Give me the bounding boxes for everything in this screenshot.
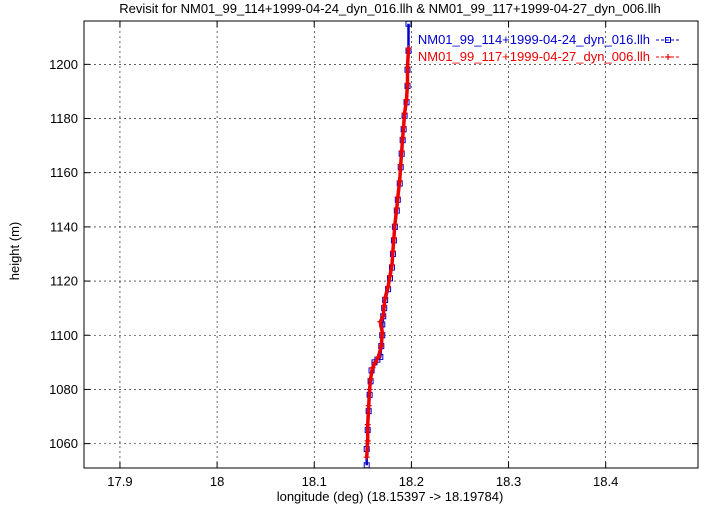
x-tick-label: 18.2 <box>399 474 424 489</box>
x-tick-label: 18.3 <box>496 474 521 489</box>
data-point <box>380 313 387 320</box>
y-tick-label: 1180 <box>50 111 78 126</box>
data-point <box>396 177 403 184</box>
data-point <box>403 96 410 103</box>
data-point <box>390 234 397 241</box>
legend-label: NM01_99_114+1999-04-24_dyn_016.llh <box>418 32 650 47</box>
legend-marker <box>665 54 671 60</box>
y-tick-label: 1100 <box>50 328 78 343</box>
data-point <box>404 80 411 87</box>
data-point <box>398 148 405 155</box>
x-tick-label: 18 <box>210 474 224 489</box>
y-tick-label: 1140 <box>50 219 78 234</box>
data-point <box>389 248 396 255</box>
legend-label: NM01_99_117+1999-04-27_dyn_006.llh <box>418 49 650 64</box>
data-point <box>401 110 408 117</box>
data-point <box>378 343 385 350</box>
data-point <box>404 64 411 71</box>
y-tick-label: 1080 <box>49 382 78 397</box>
x-tick-label: 18.1 <box>302 474 327 489</box>
chart-title: Revisit for NM01_99_114+1999-04-24_dyn_0… <box>119 1 661 16</box>
data-point <box>385 283 392 290</box>
data-point <box>372 359 379 366</box>
data-point <box>377 318 384 325</box>
data-point <box>364 437 371 444</box>
y-tick-label: 1120 <box>50 274 78 289</box>
series-group <box>363 20 412 469</box>
x-axis-title: longitude (deg) (18.15397 -> 18.19784) <box>277 489 504 504</box>
data-point <box>364 421 371 428</box>
y-axis-title: height (m) <box>7 222 22 281</box>
data-point <box>399 134 406 141</box>
data-point <box>366 386 373 393</box>
x-tick-label: 18.4 <box>593 474 618 489</box>
y-tick-label: 1160 <box>50 165 78 180</box>
x-tick-label: 17.9 <box>107 474 132 489</box>
data-point <box>379 329 386 336</box>
legend: NM01_99_114+1999-04-24_dyn_016.llh NM01_9… <box>418 32 680 64</box>
data-point <box>397 161 404 168</box>
plot-frame <box>83 20 699 469</box>
data-point <box>388 261 395 268</box>
data-point <box>391 221 398 228</box>
y-tick-label: 1200 <box>49 57 78 72</box>
axis-ticks: 17.9 18 18.1 18.2 18.3 18.4 1060 1080 1100 1120 11… <box>49 21 698 489</box>
data-point <box>387 272 394 279</box>
data-point <box>363 454 370 461</box>
data-point <box>405 45 412 52</box>
data-point <box>375 353 382 360</box>
grid <box>84 21 698 468</box>
data-point <box>394 194 401 201</box>
data-point <box>381 302 388 309</box>
data-point <box>365 402 372 409</box>
legend-marker <box>665 37 671 43</box>
data-point <box>382 294 389 301</box>
data-point <box>400 123 407 130</box>
data-point <box>369 364 376 371</box>
y-tick-label: 1060 <box>49 436 78 451</box>
data-point <box>367 375 374 382</box>
data-point <box>393 204 400 211</box>
